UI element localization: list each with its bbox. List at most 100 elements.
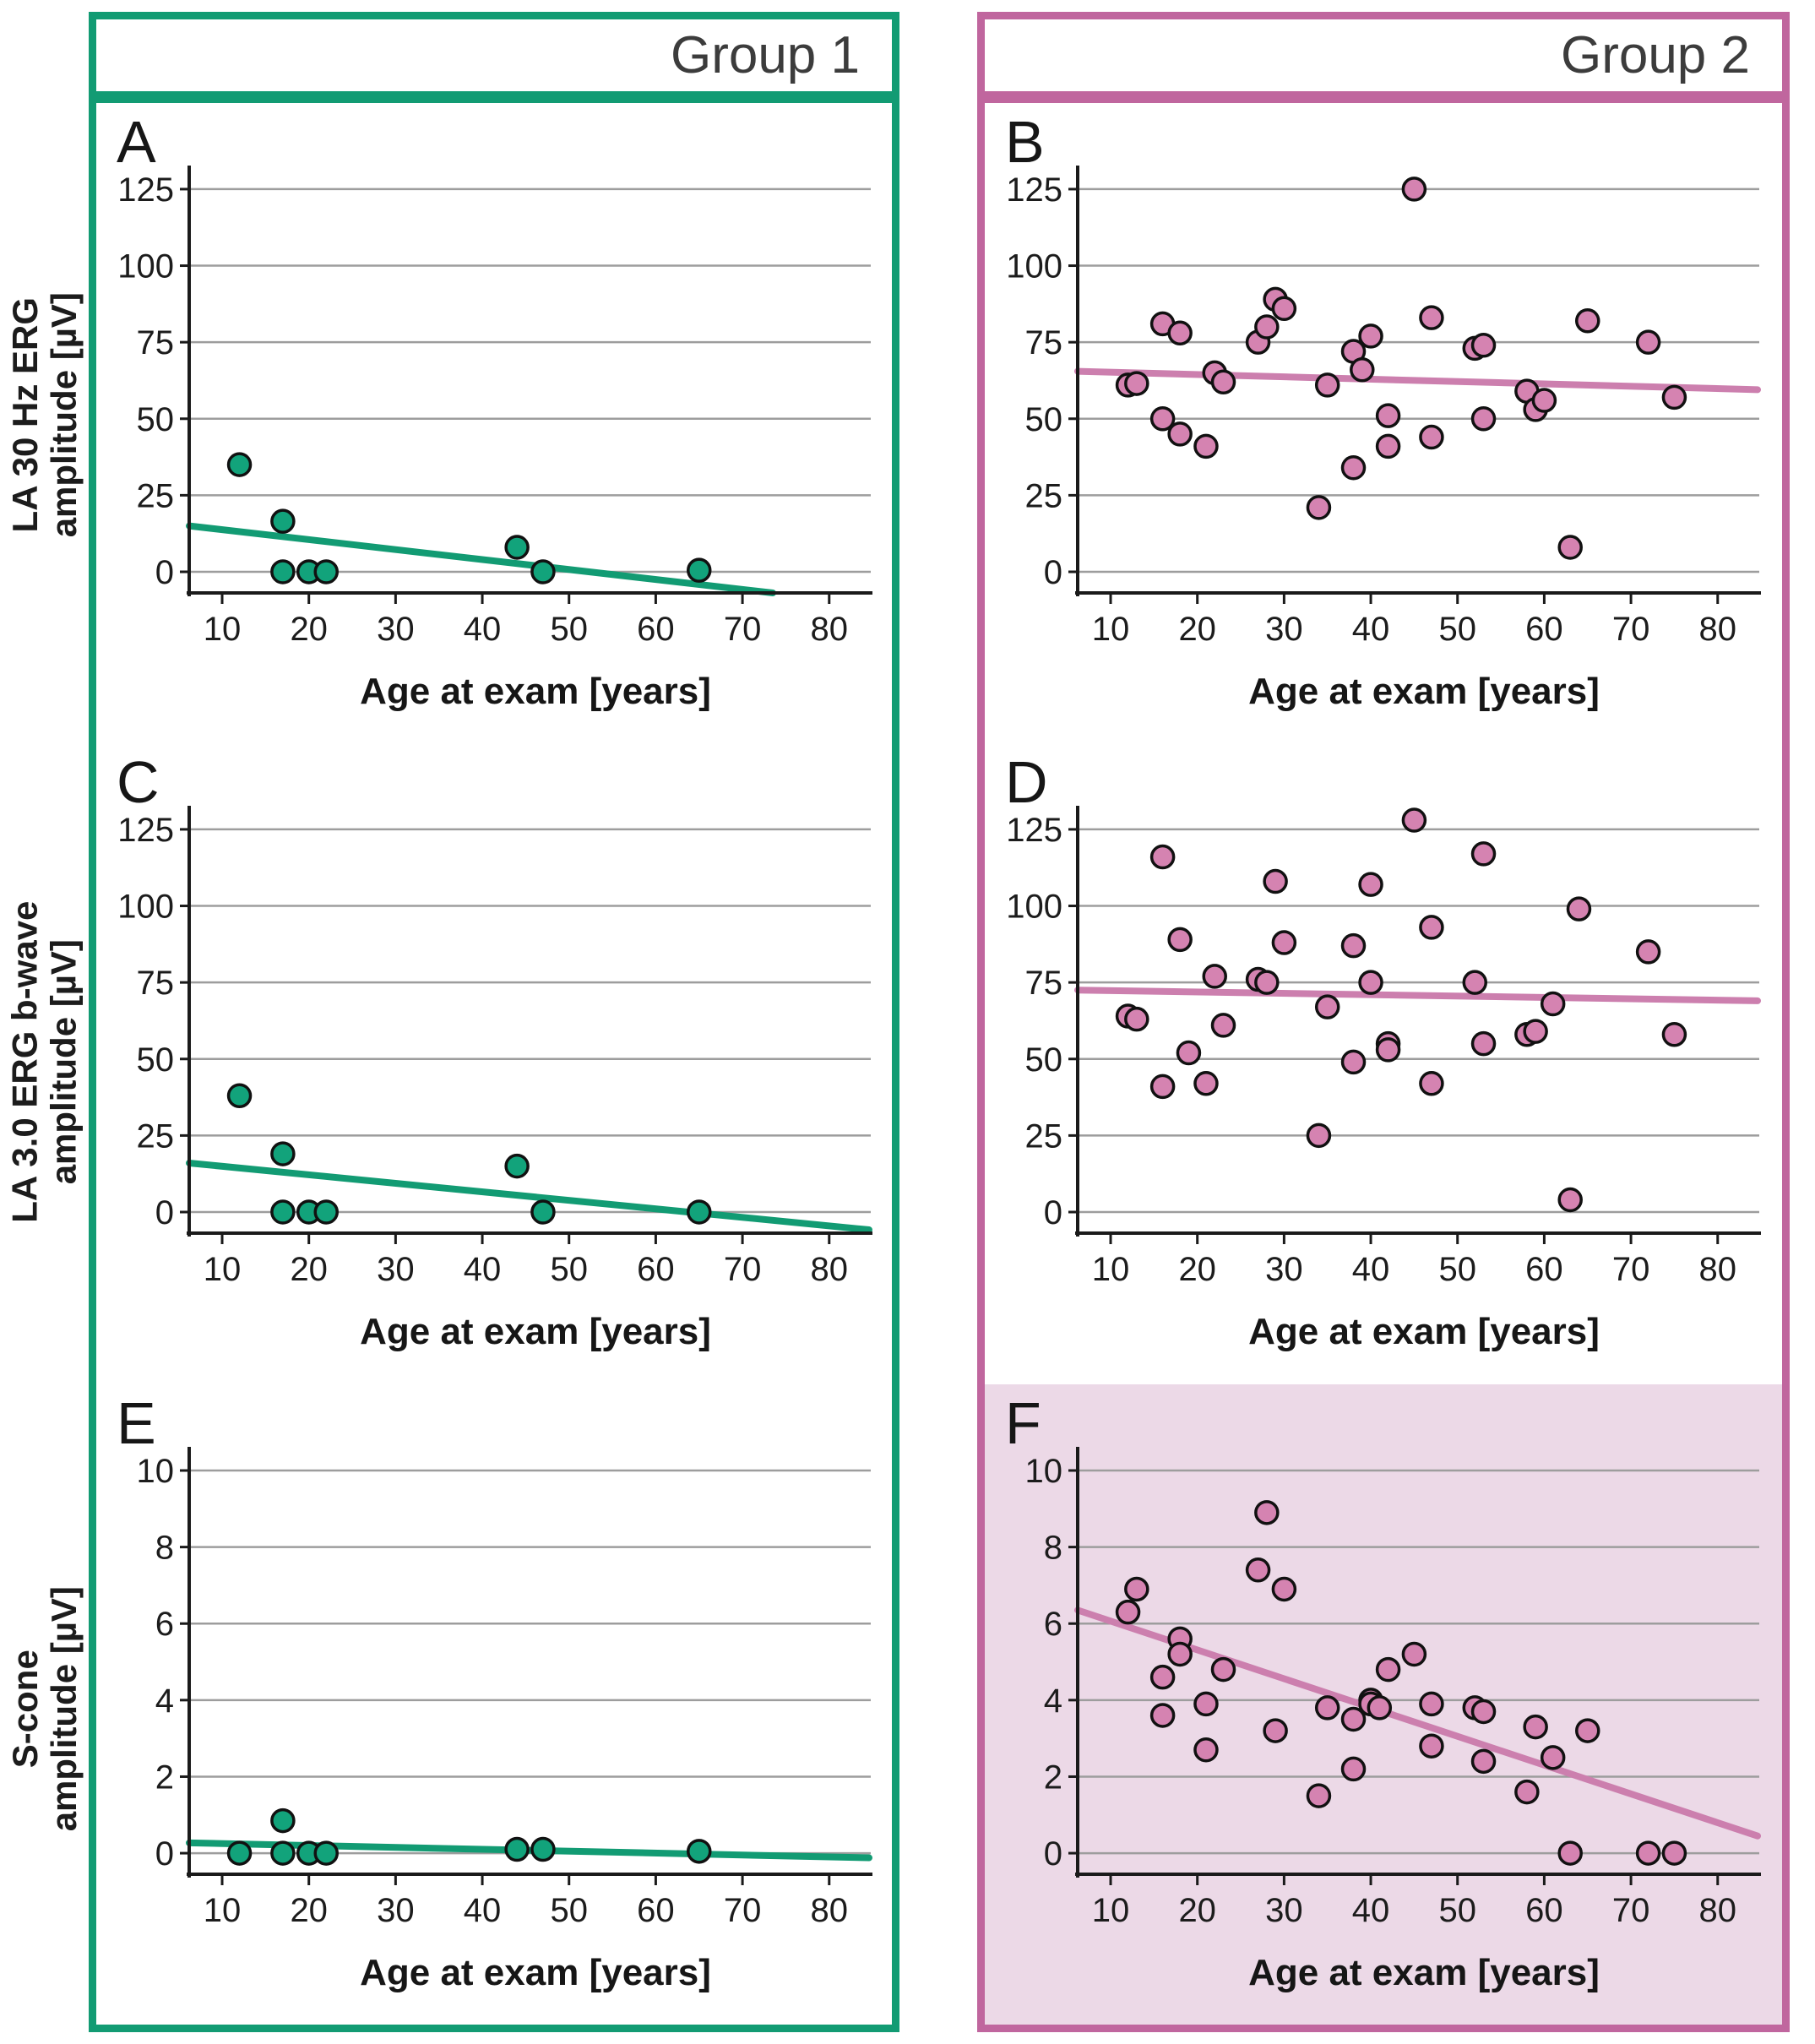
data-point bbox=[1523, 1714, 1548, 1739]
group2-header-label: Group 2 bbox=[1560, 26, 1750, 84]
x-tick-label: 70 bbox=[1612, 1892, 1650, 1929]
data-point bbox=[270, 1199, 296, 1226]
data-point bbox=[1367, 1694, 1393, 1721]
y-tick-label: 0 bbox=[155, 1835, 174, 1873]
y-tick-label: 125 bbox=[117, 171, 174, 209]
trend-line bbox=[186, 522, 777, 596]
data-point bbox=[1358, 323, 1383, 349]
y-tick-label: 50 bbox=[137, 1041, 175, 1079]
data-point bbox=[270, 1840, 296, 1866]
figure-panel-d: D 0 25 50 75 100 125 10 20 30 40 50 60 70 80 Age at exa… bbox=[985, 743, 1782, 1384]
data-point bbox=[1210, 1656, 1236, 1682]
x-tick-label: 50 bbox=[550, 1892, 588, 1929]
y-tick-label: 25 bbox=[137, 1118, 175, 1155]
group2-header: Group 2 bbox=[977, 12, 1790, 91]
data-point bbox=[1167, 927, 1193, 953]
x-tick-label: 70 bbox=[724, 1251, 762, 1288]
x-tick-label: 30 bbox=[1265, 1892, 1303, 1929]
y-tick-label: 2 bbox=[155, 1759, 174, 1796]
x-tick-label: 10 bbox=[204, 1892, 242, 1929]
x-tick-label: 20 bbox=[1178, 611, 1216, 648]
data-point bbox=[530, 1836, 556, 1862]
data-point bbox=[1557, 535, 1583, 560]
x-tick-label: 50 bbox=[550, 1251, 588, 1288]
data-point bbox=[1210, 1013, 1236, 1038]
data-point bbox=[1149, 406, 1176, 432]
data-point bbox=[1358, 872, 1383, 898]
data-point bbox=[1340, 455, 1367, 481]
data-point bbox=[1661, 1840, 1687, 1866]
scatter-plot-f: 0 2 4 6 8 10 10 20 30 40 50 60 70 80 bbox=[1025, 1446, 1761, 1929]
y-axis-label-cell: LA 3.0 ERG b-wave amplitude [µV] bbox=[0, 738, 90, 1385]
data-point bbox=[1375, 1037, 1401, 1063]
data-point bbox=[1193, 1071, 1219, 1096]
data-point bbox=[1635, 1840, 1661, 1866]
figure-panel-f: F 0 2 4 6 8 10 10 20 30 40 50 60 70 80 Age at exam [yea… bbox=[985, 1384, 1782, 2025]
y-tick-label: 100 bbox=[1006, 248, 1062, 285]
data-point bbox=[313, 1199, 339, 1226]
y-axis-label-line: LA 3.0 ERG b-wave bbox=[4, 900, 45, 1223]
scatter-plot-c: 0 25 50 75 100 125 10 20 30 40 50 60 70 80 bbox=[117, 806, 872, 1288]
y-tick-label: 0 bbox=[1044, 1194, 1062, 1231]
trend-line bbox=[1074, 987, 1761, 1005]
data-point bbox=[1375, 433, 1401, 459]
y-axis-label-cell: S-cone amplitude [µV] bbox=[0, 1385, 90, 2032]
y-tick-label: 25 bbox=[1025, 477, 1063, 514]
group2-panels-box: B 0 25 50 75 100 125 10 20 30 40 50 60 70 80 Age at exa… bbox=[977, 91, 1790, 2032]
x-tick-label: 50 bbox=[1438, 1251, 1476, 1288]
figure-panel-b: B 0 25 50 75 100 125 10 20 30 40 50 60 70 80 Age at exa… bbox=[985, 103, 1782, 744]
data-point bbox=[1514, 1779, 1540, 1804]
y-tick-label: 10 bbox=[1025, 1453, 1063, 1490]
data-point bbox=[1557, 1188, 1583, 1213]
y-tick-label: 2 bbox=[1044, 1759, 1062, 1796]
data-point bbox=[1419, 305, 1444, 330]
data-point bbox=[226, 452, 253, 477]
y-tick-label: 4 bbox=[1044, 1682, 1062, 1720]
y-tick-label: 125 bbox=[1006, 171, 1062, 209]
x-tick-label: 50 bbox=[1438, 611, 1476, 648]
y-tick-label: 6 bbox=[155, 1606, 174, 1643]
x-tick-label: 40 bbox=[1352, 1892, 1390, 1929]
y-tick-label: 25 bbox=[1025, 1118, 1063, 1155]
y-axis-label-line: LA 30 Hz ERG bbox=[4, 296, 45, 533]
data-point bbox=[1401, 1641, 1427, 1666]
data-point bbox=[504, 535, 530, 560]
data-point bbox=[1254, 314, 1280, 340]
data-point bbox=[1193, 433, 1219, 459]
data-point bbox=[270, 559, 296, 584]
data-point bbox=[1470, 406, 1497, 432]
data-point bbox=[1124, 371, 1149, 396]
data-point bbox=[1263, 869, 1288, 894]
x-tick-label: 20 bbox=[290, 1251, 328, 1288]
y-tick-label: 10 bbox=[137, 1453, 175, 1490]
data-point bbox=[1375, 1656, 1401, 1682]
x-tick-label: 30 bbox=[1265, 1251, 1303, 1288]
y-axis-label-column: LA 30 Hz ERG amplitude [µV] LA 3.0 ERG b-w… bbox=[0, 91, 90, 2032]
x-tick-label: 80 bbox=[811, 1251, 849, 1288]
data-point bbox=[1210, 369, 1236, 395]
y-axis-label-line: S-cone bbox=[4, 1649, 45, 1769]
data-point bbox=[1470, 333, 1497, 358]
x-axis-label: Age at exam [years] bbox=[1248, 671, 1600, 712]
data-point bbox=[1531, 388, 1557, 413]
x-tick-label: 80 bbox=[1699, 1251, 1737, 1288]
x-tick-label: 50 bbox=[1438, 1892, 1476, 1929]
data-point bbox=[530, 1199, 556, 1226]
data-point bbox=[1306, 1783, 1332, 1808]
data-point bbox=[1470, 1748, 1497, 1774]
data-point bbox=[1306, 1123, 1332, 1149]
y-axis-label: S-cone amplitude [µV] bbox=[4, 1586, 84, 1831]
x-tick-label: 70 bbox=[724, 1892, 762, 1929]
x-tick-label: 10 bbox=[1092, 1892, 1130, 1929]
y-tick-label: 8 bbox=[155, 1529, 174, 1566]
y-axis-label: LA 30 Hz ERG amplitude [µV] bbox=[4, 292, 84, 537]
data-point bbox=[1167, 1641, 1193, 1666]
data-point bbox=[1193, 1737, 1219, 1763]
x-axis-label: Age at exam [years] bbox=[1248, 1311, 1600, 1353]
x-tick-label: 80 bbox=[1699, 1892, 1737, 1929]
data-point bbox=[1566, 896, 1592, 922]
x-tick-label: 20 bbox=[290, 611, 328, 648]
x-tick-label: 60 bbox=[637, 1892, 675, 1929]
data-point bbox=[1419, 424, 1444, 450]
data-point bbox=[226, 1840, 253, 1866]
